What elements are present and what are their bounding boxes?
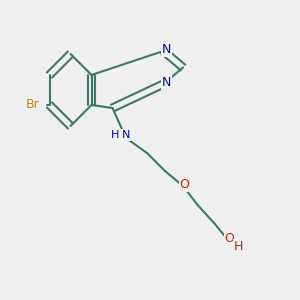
Text: H: H (111, 130, 120, 140)
Text: N: N (122, 130, 130, 140)
Text: H: H (234, 239, 243, 253)
Text: Br: Br (26, 98, 40, 112)
Text: O: O (180, 178, 189, 191)
Text: O: O (225, 232, 234, 245)
Text: N: N (162, 43, 171, 56)
Text: N: N (162, 76, 171, 89)
